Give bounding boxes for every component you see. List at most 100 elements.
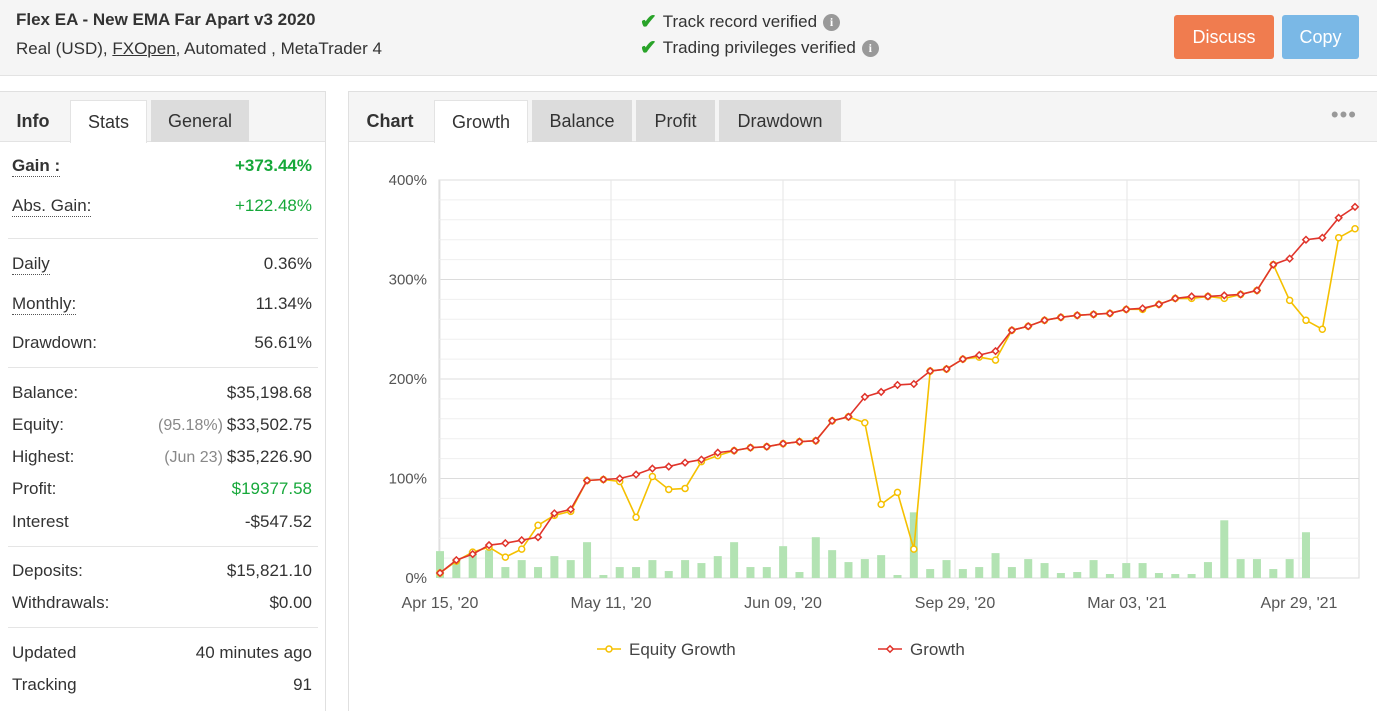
growth-point	[795, 437, 804, 446]
stat-note: (Jun 23)	[164, 449, 223, 466]
volume-bar	[1220, 520, 1229, 578]
system-header: Flex EA - New EMA Far Apart v3 2020 Real…	[0, 0, 1377, 76]
broker-link[interactable]: FXOpen	[112, 39, 176, 58]
volume-bar	[583, 542, 592, 578]
volume-bar	[893, 575, 902, 578]
growth-point	[1138, 304, 1147, 313]
growth-point	[615, 474, 624, 483]
equity-growth-point	[501, 553, 510, 561]
growth-point	[1285, 254, 1294, 263]
x-tick-label: Mar 03, '21	[1087, 595, 1167, 612]
tab-balance[interactable]: Balance	[532, 100, 632, 142]
volume-bar	[1089, 560, 1098, 578]
volume-bar	[958, 569, 967, 578]
y-tick-label: 100%	[389, 471, 427, 488]
growth-point	[811, 436, 821, 445]
growth-point	[1252, 286, 1262, 295]
stats-panel: Info Stats General Gain : +373.44% Abs. …	[0, 91, 326, 711]
check-icon: ✔	[640, 37, 657, 59]
growth-point	[991, 346, 1000, 356]
stat-drawdown: Drawdown: 56.61%	[12, 333, 312, 357]
volume-bar	[550, 556, 559, 578]
legend-label: Equity Growth	[629, 640, 736, 659]
stat-value: $19377.58	[231, 479, 312, 498]
copy-button[interactable]: Copy	[1282, 15, 1359, 59]
divider	[8, 238, 318, 239]
volume-bar	[1138, 563, 1147, 578]
stat-abs-gain: Abs. Gain: +122.48%	[12, 196, 312, 220]
stat-label[interactable]: Abs. Gain:	[12, 196, 92, 217]
growth-point	[484, 540, 494, 550]
volume-bar	[1285, 559, 1294, 578]
equity-growth-point	[648, 472, 657, 481]
stat-label: Equity:	[12, 415, 64, 434]
growth-point	[1220, 291, 1229, 300]
discuss-button[interactable]: Discuss	[1174, 15, 1274, 59]
stat-label: Balance:	[12, 383, 79, 402]
growth-point	[501, 538, 510, 548]
stat-value-group: (95.18%) $33,502.75	[158, 415, 312, 435]
volume-bar	[1154, 573, 1163, 578]
stat-value: +122.48%	[234, 196, 312, 215]
volume-bar	[926, 569, 935, 578]
info-icon[interactable]: i	[861, 39, 879, 57]
volume-bar	[844, 562, 853, 578]
tab-growth[interactable]: Growth	[434, 100, 528, 143]
more-options-icon[interactable]: •••	[1330, 102, 1357, 127]
volume-bar	[811, 537, 820, 578]
stat-label: Withdrawals:	[12, 593, 110, 612]
stat-label[interactable]: Daily	[12, 254, 50, 275]
volume-bar	[1073, 572, 1082, 578]
tab-drawdown[interactable]: Drawdown	[719, 100, 841, 142]
volume-bar	[632, 567, 641, 578]
stat-updated: Updated 40 minutes ago	[12, 643, 312, 667]
tab-general[interactable]: General	[151, 100, 249, 142]
volume-bar	[795, 572, 804, 578]
growth-point	[697, 455, 706, 464]
legend-marker	[885, 644, 895, 654]
growth-point	[925, 366, 935, 376]
stat-label: Highest:	[12, 447, 75, 466]
growth-point	[1334, 213, 1343, 223]
stat-label[interactable]: Gain :	[12, 156, 61, 177]
stat-label: Updated	[12, 643, 77, 662]
tab-stats[interactable]: Stats	[70, 100, 147, 143]
growth-point	[1007, 325, 1017, 335]
volume-bar	[436, 551, 444, 578]
track-record-verified-label: Track record verified	[662, 12, 818, 31]
volume-bar	[1056, 573, 1065, 578]
volume-bar	[452, 559, 461, 578]
stat-value: $15,821.10	[226, 561, 312, 580]
growth-point	[1056, 313, 1066, 322]
growth-point	[648, 464, 657, 473]
y-tick-label: 400%	[389, 172, 427, 189]
volume-bar	[517, 560, 526, 578]
growth-point	[550, 509, 559, 518]
growth-point	[680, 458, 690, 467]
info-icon[interactable]: i	[823, 13, 841, 31]
growth-point	[1040, 316, 1049, 325]
tab-profit[interactable]: Profit	[636, 100, 715, 142]
stat-value: $0.00	[269, 593, 312, 612]
growth-point	[762, 442, 772, 451]
chart-grid	[438, 179, 1360, 579]
stat-equity: Equity: (95.18%) $33,502.75	[12, 415, 312, 439]
stat-value: +373.44%	[234, 156, 312, 175]
stat-label[interactable]: Monthly:	[12, 294, 77, 315]
stat-value: $35,198.68	[226, 383, 312, 402]
stat-label: Profit:	[12, 479, 57, 498]
left-tabs: Info Stats General	[0, 92, 325, 143]
volume-bar	[1171, 574, 1180, 578]
growth-point	[468, 549, 477, 559]
growth-point	[566, 505, 575, 514]
growth-point	[1105, 309, 1115, 318]
stat-highest: Highest: (Jun 23) $35,226.90	[12, 447, 312, 471]
tab-chart[interactable]: Chart	[366, 111, 414, 131]
y-tick-label: 300%	[389, 272, 427, 289]
equity-growth-point	[632, 513, 640, 522]
tab-info[interactable]: Info	[16, 111, 50, 131]
stat-deposits: Deposits: $15,821.10	[12, 561, 312, 585]
x-tick-label: Jun 09, '20	[744, 595, 822, 612]
stat-label: Tracking	[12, 675, 77, 694]
volume-bar	[746, 567, 755, 578]
